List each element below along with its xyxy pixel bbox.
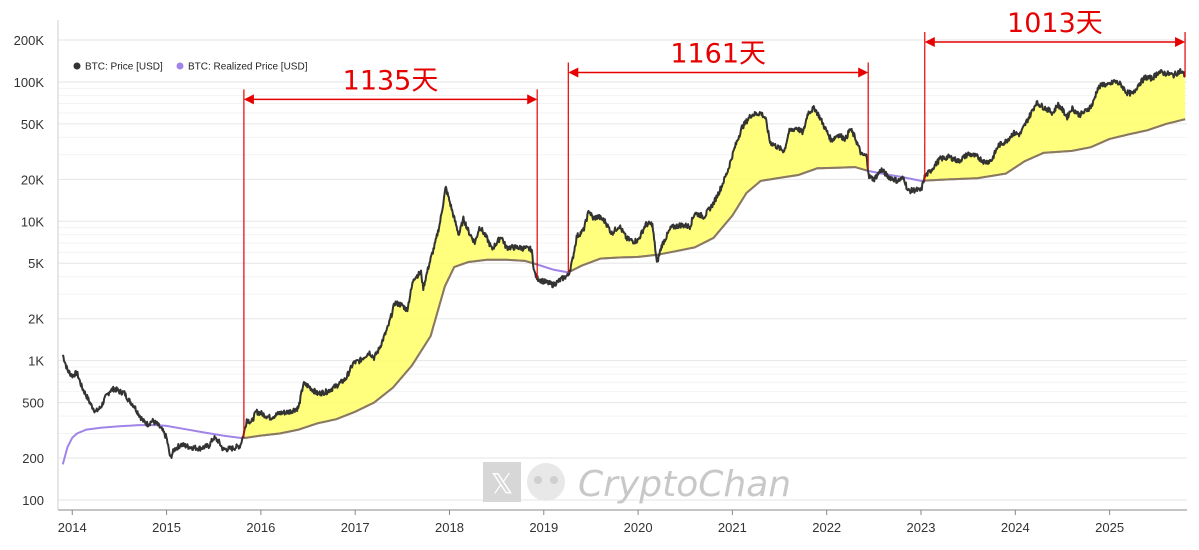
cycle-annotation: 1013天 (924, 8, 1186, 181)
legend-item-realized: BTC: Realized Price [USD] (176, 62, 308, 73)
cycle-annotation: 1161天 (567, 38, 869, 273)
fill-between-area (924, 70, 1186, 181)
legend-label-price: BTC: Price [USD] (85, 62, 163, 73)
y-tick-label: 10K (21, 214, 44, 229)
y-tick-label: 1K (28, 354, 44, 369)
y-tick-label: 20K (21, 172, 44, 187)
cycle-duration-label: 1013天 (1007, 8, 1103, 39)
cycle-annotations: 1135天 1161天 1013天 (243, 8, 1186, 438)
y-tick-label: 5K (28, 256, 44, 271)
y-tick-label: 2K (28, 312, 44, 327)
x-tick-label: 2023 (907, 520, 936, 535)
series-line-realized-price (61, 118, 1186, 465)
fill-between-area (243, 187, 538, 438)
series-line-realized-price-segment (243, 258, 538, 439)
x-axis-ticks: 2014 2015 2016 2017 2018 2019 2020 2021 2022 2023… (58, 510, 1124, 535)
x-tick-label: 2020 (624, 520, 653, 535)
arrow-right-icon (527, 94, 538, 105)
legend-swatch-realized (176, 62, 184, 70)
x-tick-label: 2015 (152, 520, 181, 535)
x-tick-label: 2025 (1095, 520, 1124, 535)
series-layer (61, 68, 1186, 465)
arrow-left-icon (924, 37, 935, 47)
legend-swatch-price (73, 62, 81, 70)
x-tick-label: 2019 (529, 520, 558, 535)
cycle-duration-label: 1135天 (343, 65, 439, 96)
y-axis-ticks: 100 200 500 1K 2K 5K 10K 20K 50K 100K 200K (14, 33, 45, 508)
cycle-duration-label: 1161天 (670, 38, 766, 69)
x-tick-label: 2022 (812, 520, 841, 535)
legend-label-realized: BTC: Realized Price [USD] (188, 62, 308, 73)
y-tick-label: 200 (22, 451, 44, 466)
panda-avatar-icon (527, 463, 565, 501)
y-tick-label: 100 (22, 493, 44, 508)
grid-lines (58, 39, 1187, 501)
y-tick-label: 50K (21, 117, 44, 132)
legend-item-price: BTC: Price [USD] (73, 62, 163, 73)
cycle-annotation: 1135天 (243, 65, 538, 438)
arrow-left-icon (243, 94, 254, 105)
arrow-right-icon (1175, 37, 1186, 47)
y-tick-label: 500 (22, 396, 44, 411)
watermark: 𝕏 CryptoChan (483, 462, 791, 505)
fill-between-area (568, 108, 869, 273)
x-logo-glyph: 𝕏 (491, 467, 514, 500)
x-tick-label: 2016 (246, 520, 275, 535)
y-tick-label: 200K (14, 33, 45, 48)
series-line-price (61, 68, 1186, 459)
x-tick-label: 2014 (58, 520, 87, 535)
x-tick-label: 2024 (1001, 520, 1030, 535)
x-tick-label: 2018 (435, 520, 464, 535)
legend: BTC: Price [USD] BTC: Realized Price [US… (73, 62, 308, 73)
x-tick-label: 2021 (718, 520, 747, 535)
x-logo-icon (483, 462, 521, 502)
y-tick-label: 100K (14, 75, 45, 90)
watermark-text: CryptoChan (578, 464, 791, 505)
series-line-realized-price-segment (567, 166, 869, 274)
series-line-realized-price-segment (924, 118, 1186, 182)
fill-between-layer (243, 70, 1186, 438)
x-tick-label: 2017 (341, 520, 370, 535)
arrow-left-icon (568, 67, 579, 78)
arrow-right-icon (858, 67, 869, 78)
